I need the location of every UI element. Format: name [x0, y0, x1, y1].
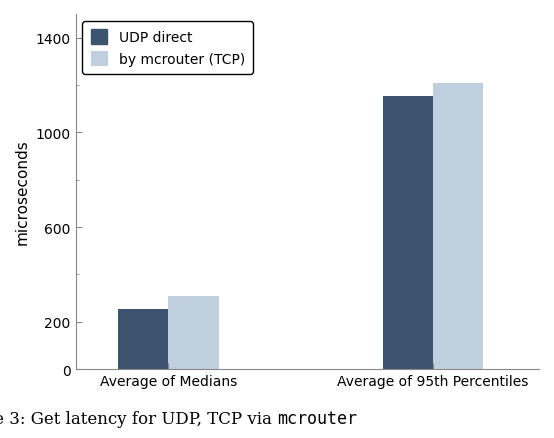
Text: Figure 3: Get latency for UDP, TCP via: Figure 3: Get latency for UDP, TCP via — [0, 410, 277, 427]
Text: mcrouter: mcrouter — [277, 409, 357, 427]
Bar — [433, 84, 484, 369]
Legend: UDP direct, by mcrouter (TCP): UDP direct, by mcrouter (TCP) — [83, 22, 253, 75]
Y-axis label: microseconds: microseconds — [15, 139, 30, 245]
Bar — [168, 296, 218, 369]
Bar — [383, 96, 433, 369]
Bar — [118, 309, 168, 369]
